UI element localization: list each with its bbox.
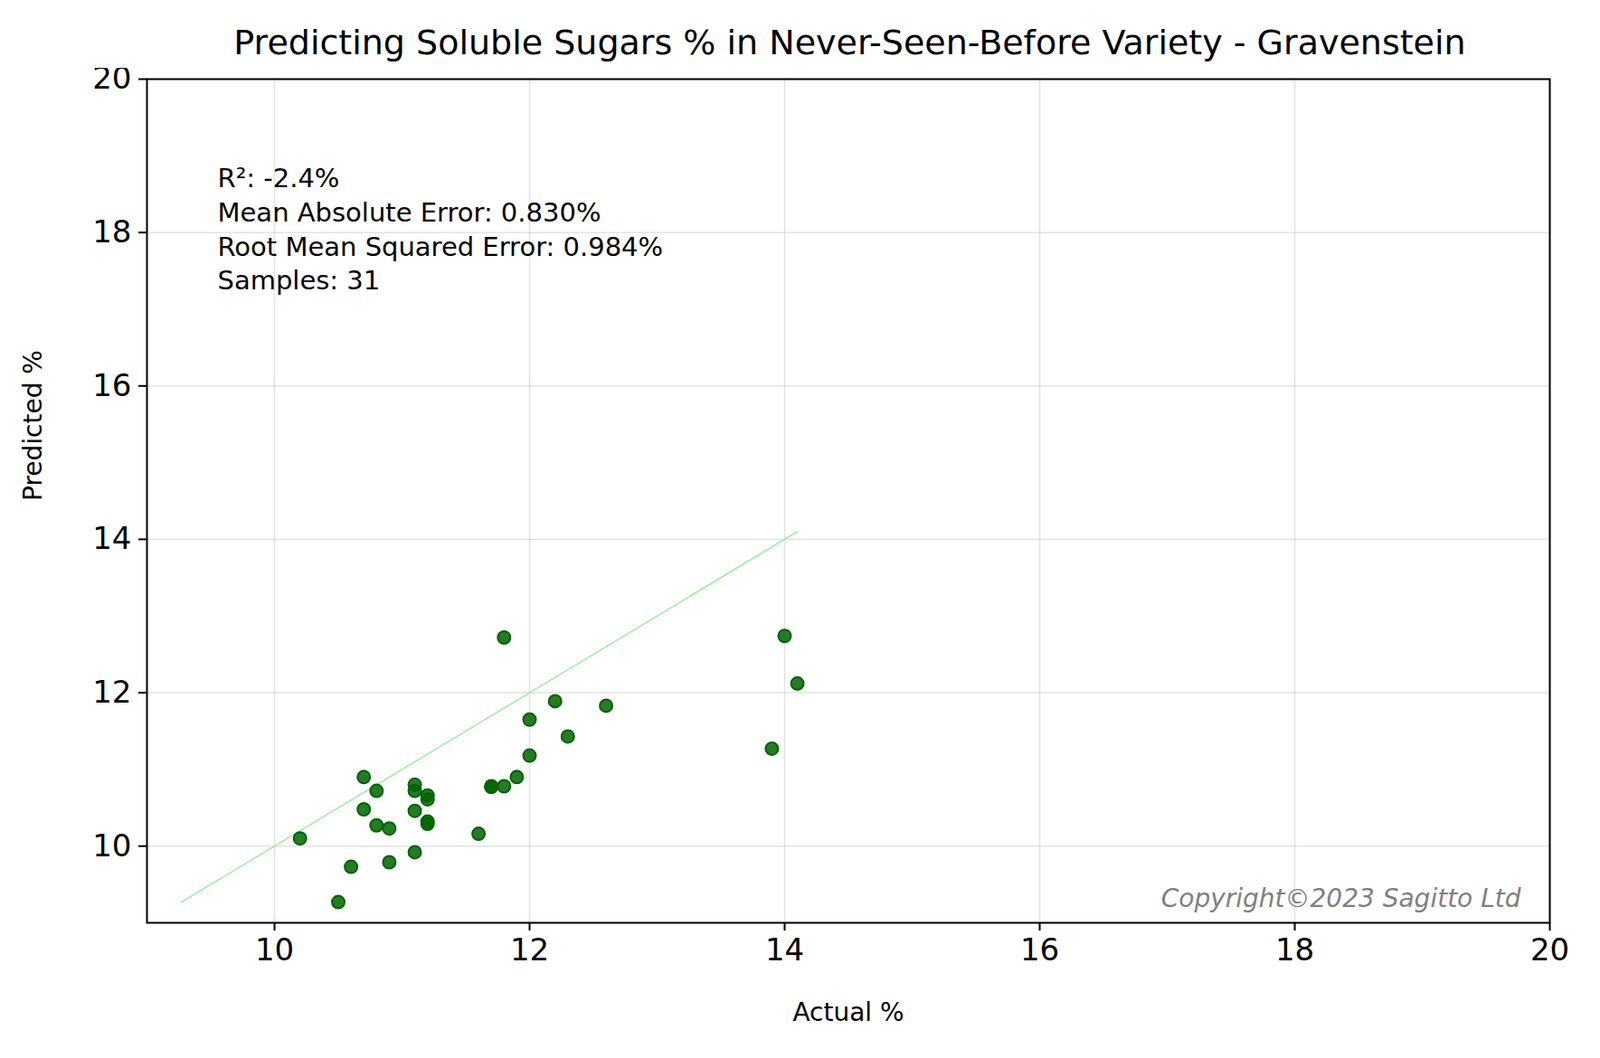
svg-text:18: 18 bbox=[92, 213, 132, 250]
svg-text:20: 20 bbox=[92, 67, 132, 96]
svg-text:18: 18 bbox=[1275, 931, 1315, 968]
svg-text:Predicted %: Predicted % bbox=[18, 350, 48, 502]
svg-text:R²: -2.4%Mean Absolute Error:: R²: -2.4%Mean Absolute Error: 0.830%Root… bbox=[217, 162, 664, 296]
svg-text:Copyright©2023 Sagitto Ltd: Copyright©2023 Sagitto Ltd bbox=[1161, 883, 1522, 914]
svg-text:10: 10 bbox=[92, 827, 132, 864]
svg-text:20: 20 bbox=[1530, 931, 1570, 968]
svg-text:12: 12 bbox=[92, 673, 132, 711]
svg-text:16: 16 bbox=[92, 367, 132, 404]
svg-text:14: 14 bbox=[92, 520, 132, 557]
svg-text:12: 12 bbox=[510, 931, 550, 968]
svg-text:14: 14 bbox=[765, 931, 805, 968]
html-text:Predicting Soluble Sugars % in: Predicting Soluble Sugars % in Never-See… bbox=[233, 22, 1466, 63]
svg-text:Actual %: Actual % bbox=[792, 997, 904, 1028]
svg-text:10: 10 bbox=[255, 931, 294, 968]
svg-text:16: 16 bbox=[1020, 931, 1060, 968]
